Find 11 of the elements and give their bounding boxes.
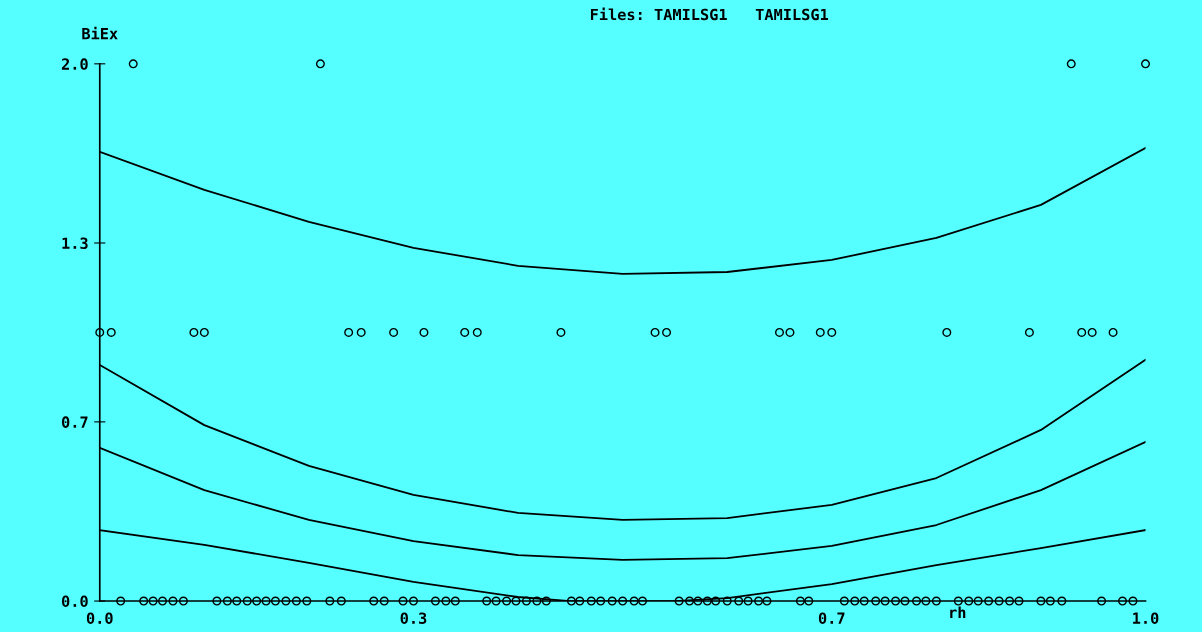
x-tick-label: 0.7 xyxy=(818,612,845,624)
y-tick-label: 0.0 xyxy=(61,595,88,608)
y-tick-label: 1.3 xyxy=(62,237,88,250)
x-axis-title: rh xyxy=(950,606,966,619)
x-tick-label: 0.3 xyxy=(400,612,427,624)
y-tick-label: 2.0 xyxy=(61,58,88,70)
x-tick-label: 1.0 xyxy=(1133,612,1159,624)
y-axis-title: BiEx xyxy=(82,26,118,40)
x-tick-label: 0.0 xyxy=(86,612,113,624)
chart-title: Files: TAMILSG1 TAMILSG1 xyxy=(590,7,829,21)
y-tick-label: 0.7 xyxy=(61,416,88,428)
